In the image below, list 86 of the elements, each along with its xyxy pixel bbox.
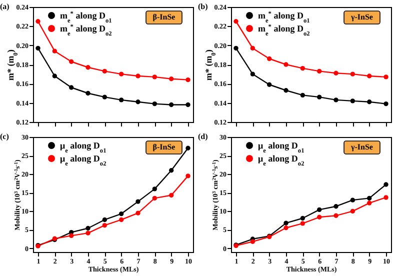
point: [152, 186, 158, 192]
text: (a): [0, 2, 10, 11]
point: [284, 226, 288, 230]
legend-label: μ$_{e}$ along D$_{o2}$: [258, 154, 304, 167]
point: [334, 98, 338, 102]
point: [250, 239, 256, 244]
point: [36, 19, 40, 24]
annotation: γ-InSe: [350, 142, 374, 152]
point: [234, 19, 238, 24]
point: [384, 182, 388, 187]
annotation: β-InSe: [152, 12, 176, 22]
point: [384, 74, 388, 80]
point: [118, 98, 124, 102]
point: [284, 62, 288, 67]
legend-label: m$_{e}$$^{*}$ along D$_{o1}$: [60, 10, 112, 24]
point: [136, 199, 140, 204]
point: [152, 101, 158, 106]
point: [300, 66, 306, 71]
point: [234, 46, 238, 51]
text: (b): [198, 2, 208, 11]
point: [136, 100, 140, 104]
point: [316, 68, 322, 74]
point: [36, 46, 40, 51]
legend-label: μ$_{e}$ along D$_{o2}$: [60, 154, 106, 167]
point: [152, 196, 158, 201]
point: [118, 217, 124, 222]
point: [152, 74, 158, 80]
point: [300, 221, 306, 226]
point: [102, 68, 108, 74]
point: [384, 101, 388, 106]
point: [186, 77, 190, 82]
point: [350, 98, 356, 104]
legend-label: μ$_{e}$ along D$_{o1}$: [258, 140, 304, 154]
point: [316, 214, 322, 220]
point: [350, 198, 356, 202]
point: [334, 204, 338, 209]
point: [366, 100, 372, 104]
point: [86, 226, 90, 231]
point: [384, 195, 388, 200]
point: [334, 213, 338, 218]
point: [86, 90, 90, 96]
point: [284, 88, 288, 93]
legend-label: m$_{e}$$^{*}$ along D$_{o2}$: [258, 23, 310, 37]
point: [266, 82, 272, 87]
point: [186, 102, 190, 108]
point: [300, 216, 306, 221]
point: [250, 46, 256, 51]
text: (c): [0, 132, 10, 141]
text: (d): [198, 132, 208, 141]
point: [250, 72, 256, 76]
point: [52, 74, 58, 78]
point: [86, 65, 90, 70]
point: [168, 192, 174, 198]
point: [102, 94, 108, 100]
annotation: γ-InSe: [350, 12, 374, 22]
point: [52, 48, 58, 54]
point: [118, 211, 124, 216]
point: [168, 168, 174, 173]
point: [68, 85, 74, 90]
point: [334, 70, 338, 76]
point: [86, 230, 90, 236]
point: [266, 56, 272, 62]
legend-label: μ$_{e}$ along D$_{o1}$: [60, 140, 106, 154]
point: [350, 208, 356, 214]
annotation: β-InSe: [152, 142, 176, 152]
point: [168, 76, 174, 82]
point: [316, 207, 322, 212]
point: [186, 146, 190, 150]
point: [284, 220, 288, 226]
point: [136, 74, 140, 78]
point: [68, 233, 74, 238]
legend-label: m$_{e}$$^{*}$ along D$_{o2}$: [60, 23, 112, 37]
point: [186, 174, 190, 178]
point: [102, 217, 108, 222]
point: [366, 196, 372, 201]
point: [366, 74, 372, 78]
point: [102, 222, 108, 228]
point: [118, 72, 124, 76]
point: [366, 200, 372, 206]
point: [300, 92, 306, 98]
point: [350, 72, 356, 76]
point: [136, 210, 140, 216]
point: [68, 59, 74, 64]
point: [168, 102, 174, 108]
point: [316, 94, 322, 100]
legend-label: m$_{e}$$^{*}$ along D$_{o1}$: [258, 10, 310, 24]
